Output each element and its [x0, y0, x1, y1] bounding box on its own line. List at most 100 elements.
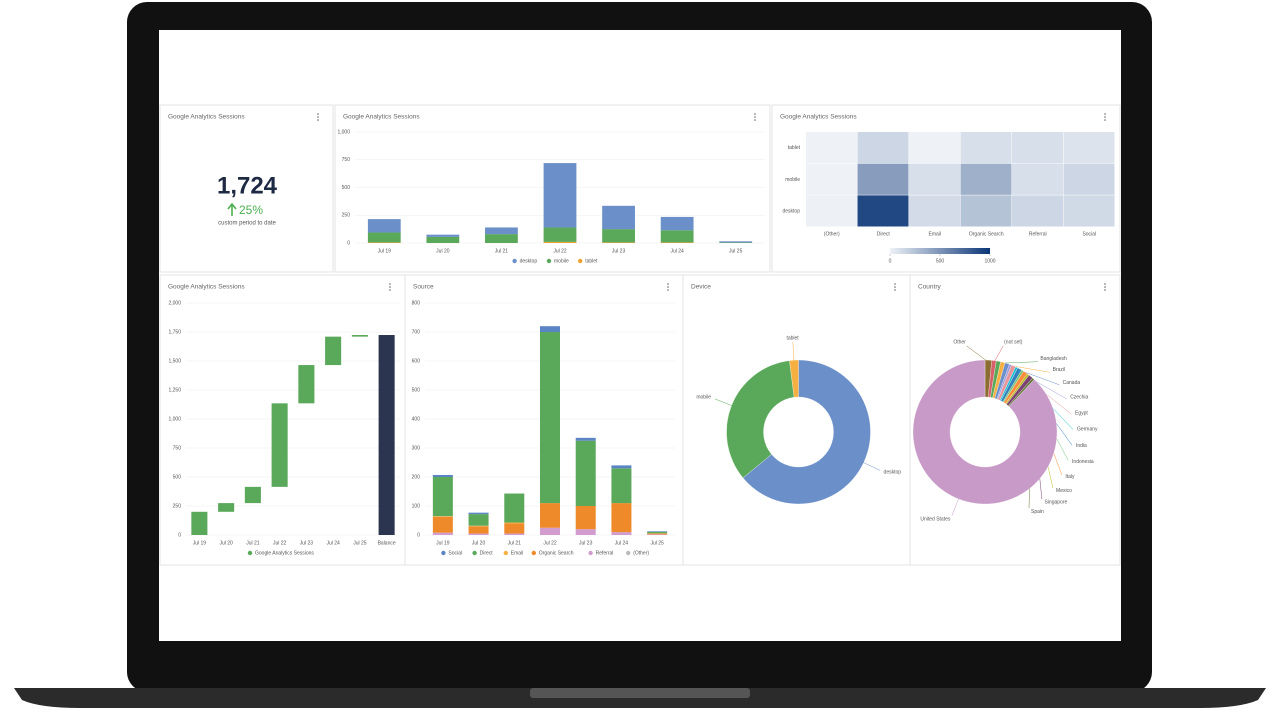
heat-cell — [960, 163, 1012, 195]
heat-cell — [1012, 195, 1063, 227]
panel-title: Google Analytics Sessions — [343, 114, 420, 121]
x-tick-label: Jul 23 — [579, 540, 593, 546]
waterfall-bar — [271, 403, 288, 487]
donut-slice — [742, 359, 871, 505]
y-tick-label: 0 — [417, 532, 420, 538]
menu-icon[interactable] — [894, 286, 896, 288]
y-tick-label: 0 — [178, 532, 181, 538]
x-tick-label: Jul 23 — [300, 540, 314, 546]
heat-cell — [909, 132, 960, 164]
menu-icon[interactable] — [754, 116, 756, 118]
donut-slice — [789, 359, 799, 398]
menu-icon[interactable] — [1104, 116, 1106, 118]
bar-segment — [468, 525, 489, 527]
heat-cell — [1063, 163, 1115, 195]
panel-title: Source — [413, 284, 434, 291]
menu-icon[interactable] — [1104, 113, 1106, 115]
row-label: tablet — [788, 145, 801, 151]
column-label: Email — [928, 231, 941, 237]
bar-segment — [611, 532, 632, 535]
menu-icon[interactable] — [667, 289, 669, 291]
bar-segment — [468, 533, 489, 535]
heat-cell — [1063, 132, 1115, 164]
panel-title: Country — [918, 284, 942, 291]
x-tick-label: Jul 21 — [246, 540, 260, 546]
column-label: Referral — [1029, 231, 1047, 237]
menu-icon[interactable] — [1104, 283, 1106, 285]
panel — [159, 104, 334, 273]
bar-segment — [432, 474, 453, 477]
menu-icon[interactable] — [1104, 289, 1106, 291]
menu-icon[interactable] — [754, 113, 756, 115]
legend-marker — [472, 550, 477, 556]
slice-label: (not set) — [1004, 339, 1023, 345]
bar-segment — [367, 219, 401, 233]
bar-segment — [540, 503, 560, 528]
x-tick-label: Jul 19 — [378, 248, 392, 254]
legend-label: Google Analytics Sessions — [255, 550, 314, 556]
bar-segment — [575, 440, 596, 506]
kpi-caption: custom period to date — [218, 221, 276, 227]
heat-cell — [960, 132, 1012, 164]
menu-icon[interactable] — [317, 116, 319, 118]
leader-line — [966, 345, 989, 363]
waterfall-bar — [218, 503, 235, 512]
menu-icon[interactable] — [754, 119, 756, 121]
legend-marker — [441, 550, 446, 556]
bar-segment — [660, 230, 694, 243]
y-tick-label: 1,000 — [168, 416, 181, 422]
menu-icon[interactable] — [894, 289, 896, 291]
menu-icon[interactable] — [894, 283, 896, 285]
bar-segment — [719, 241, 753, 243]
bar-segment — [575, 437, 596, 441]
slice-label: desktop — [884, 469, 902, 475]
y-tick-label: 250 — [173, 503, 182, 509]
row-label: mobile — [785, 177, 800, 183]
x-tick-label: Jul 20 — [472, 540, 486, 546]
donut-slice — [726, 360, 795, 479]
slice-label: Singapore — [1044, 500, 1067, 506]
color-tick-label: 0 — [889, 258, 892, 264]
bar-segment — [543, 241, 577, 243]
legend-label: tablet — [585, 258, 598, 264]
bar-segment — [647, 533, 668, 535]
leader-line — [792, 342, 795, 363]
x-tick-label: Jul 19 — [193, 540, 207, 546]
menu-icon[interactable] — [1104, 119, 1106, 121]
x-tick-label: Jul 24 — [615, 540, 629, 546]
legend-label: mobile — [554, 258, 569, 264]
menu-icon[interactable] — [317, 113, 319, 115]
kpi-value: 1,724 — [217, 172, 278, 199]
y-tick-label: 1,750 — [168, 329, 181, 335]
heat-cell — [857, 132, 909, 164]
heat-cell — [857, 195, 909, 227]
menu-icon[interactable] — [389, 283, 391, 285]
bar-segment — [504, 493, 525, 523]
y-tick-label: 700 — [412, 329, 421, 335]
slice-label: tablet — [786, 336, 799, 342]
panel-title: Google Analytics Sessions — [168, 114, 245, 121]
menu-icon[interactable] — [667, 283, 669, 285]
bar-segment — [647, 531, 668, 534]
menu-icon[interactable] — [317, 119, 319, 121]
bar-segment — [602, 242, 635, 243]
bar-segment — [602, 205, 635, 230]
bar-segment — [485, 227, 518, 235]
x-tick-label: Jul 25 — [729, 248, 743, 254]
menu-icon[interactable] — [667, 286, 669, 288]
menu-icon[interactable] — [389, 286, 391, 288]
y-tick-label: 500 — [173, 474, 182, 480]
y-tick-label: 0 — [347, 240, 350, 246]
slice-label: United States — [920, 517, 951, 523]
bar-segment — [367, 242, 401, 243]
legend-label: Email — [511, 550, 524, 556]
bar-segment — [540, 326, 560, 332]
waterfall-bar — [325, 336, 342, 366]
slice-label: Indonesia — [1072, 459, 1094, 465]
y-tick-label: 100 — [412, 503, 421, 509]
bar-segment — [647, 534, 668, 535]
menu-icon[interactable] — [389, 289, 391, 291]
menu-icon[interactable] — [1104, 286, 1106, 288]
slice-label: Italy — [1065, 474, 1075, 480]
panel — [682, 274, 911, 566]
